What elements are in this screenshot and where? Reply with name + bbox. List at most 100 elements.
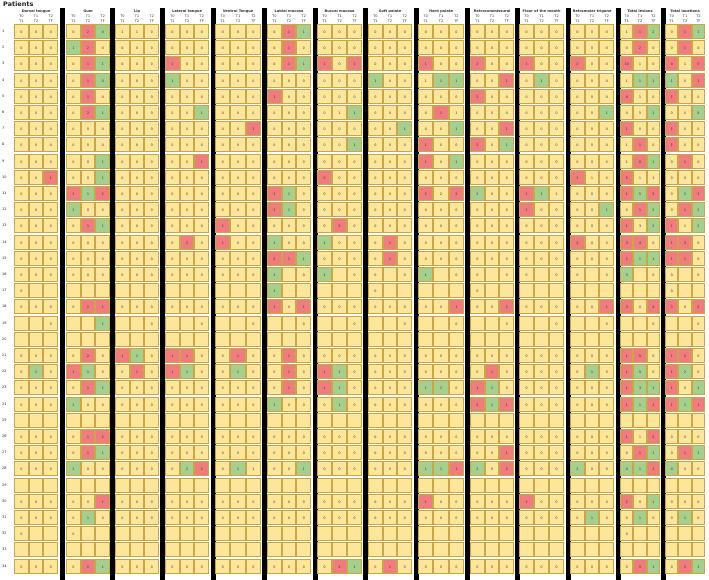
table-cell: 0 [620, 558, 634, 574]
table-cell: 1 [296, 24, 311, 39]
time-sub-header: T2 [184, 19, 190, 23]
table-cell: 1 [296, 250, 311, 266]
table-cell: 4 [620, 88, 634, 104]
patient-id: 18 [2, 304, 7, 309]
table-cell: 0 [317, 40, 332, 56]
table-cell [43, 542, 58, 558]
table-cell [14, 412, 29, 428]
table-cell: 0 [665, 558, 679, 574]
table-cell [397, 542, 412, 558]
table-cell [14, 542, 29, 558]
table-cell: 0 [691, 493, 705, 509]
table-cell: 1 [267, 234, 282, 250]
table-cell: 2 [470, 461, 485, 477]
table-cell: 0 [418, 24, 434, 39]
table-cell: 0 [534, 169, 549, 185]
table-cell: 1 [646, 396, 660, 412]
table-cell: 1 [215, 218, 231, 234]
table-cell: 0 [332, 348, 347, 363]
table-cell: 0 [28, 121, 44, 137]
table-cell [633, 315, 647, 331]
table-cell: 0 [368, 202, 383, 218]
table-cell: 1 [665, 364, 679, 380]
table-cell: 2 [80, 558, 96, 574]
table-cell [95, 542, 110, 558]
time-sub-header: T1 [624, 19, 629, 23]
table-cell: 0 [245, 56, 261, 72]
table-cell: 1 [80, 88, 96, 104]
table-cell [194, 526, 209, 542]
table-cell: 0 [66, 526, 81, 542]
table-cell [115, 526, 130, 542]
time-header: T0 [272, 14, 277, 18]
table-cell: 5 [633, 105, 647, 120]
table-cell: 1 [633, 24, 647, 39]
table-cell: 1 [665, 380, 679, 396]
table-cell: 0 [245, 153, 261, 169]
table-cell [484, 542, 500, 558]
table-cell: 0 [570, 558, 585, 574]
table-cell: 0 [549, 510, 564, 525]
table-cell [470, 526, 485, 542]
table-cell: 0 [179, 558, 195, 574]
table-cell: 0 [215, 88, 231, 104]
table-cell: 0 [691, 510, 705, 525]
table-cell: 0 [129, 186, 145, 201]
table-cell [534, 267, 549, 282]
group-header: Hard palate [429, 9, 453, 13]
table-cell [534, 477, 549, 493]
table-cell: 0 [179, 88, 195, 104]
table-cell: 0 [484, 510, 500, 525]
table-cell: 0 [14, 348, 29, 363]
table-cell: 1 [418, 153, 434, 169]
table-cell: 2 [646, 202, 660, 218]
table-cell: 0 [347, 153, 362, 169]
table-cell: 1 [267, 267, 282, 282]
table-cell: 4 [665, 461, 679, 477]
table-cell: 0 [368, 234, 383, 250]
table-cell: 1 [678, 24, 692, 39]
table-cell: 0 [519, 153, 534, 169]
table-cell: 0 [418, 121, 434, 137]
table-cell: 0 [165, 445, 180, 461]
table-cell [519, 331, 534, 347]
table-cell: 0 [499, 202, 514, 218]
table-cell: 0 [165, 267, 180, 282]
table-cell: 0 [448, 169, 464, 185]
table-cell: 1 [382, 558, 398, 574]
table-cell: 0 [144, 267, 159, 282]
table-cell: 0 [194, 315, 209, 331]
table-cell: 0 [519, 250, 534, 266]
table-cell: 0 [230, 299, 246, 315]
table-cell: 0 [665, 283, 679, 299]
column-separator [60, 8, 65, 580]
table-cell [665, 542, 679, 558]
table-cell: 0 [347, 186, 362, 201]
table-cell: 1 [519, 202, 534, 218]
table-cell [382, 542, 398, 558]
table-cell: 0 [43, 510, 58, 525]
time-header: T0 [669, 14, 674, 18]
table-cell [549, 283, 564, 299]
table-cell: 0 [691, 137, 705, 153]
table-cell [484, 412, 500, 428]
table-cell: 0 [194, 72, 209, 88]
table-cell: 0 [14, 445, 29, 461]
table-cell: 1 [633, 250, 647, 266]
time-header: T2 [251, 14, 256, 18]
table-cell: 0 [230, 267, 246, 282]
table-cell: 0 [418, 558, 434, 574]
table-cell: 0 [397, 88, 412, 104]
time-header: T2 [554, 14, 559, 18]
table-cell [179, 542, 195, 558]
table-cell [165, 331, 180, 347]
table-cell: 2 [317, 169, 332, 185]
table-cell: 0 [347, 72, 362, 88]
table-cell: 1 [620, 429, 634, 444]
table-cell: 0 [470, 250, 485, 266]
table-cell [570, 412, 585, 428]
table-cell: 0 [215, 267, 231, 282]
table-cell: 0 [281, 169, 297, 185]
table-cell [470, 412, 485, 428]
table-cell: 1 [267, 202, 282, 218]
